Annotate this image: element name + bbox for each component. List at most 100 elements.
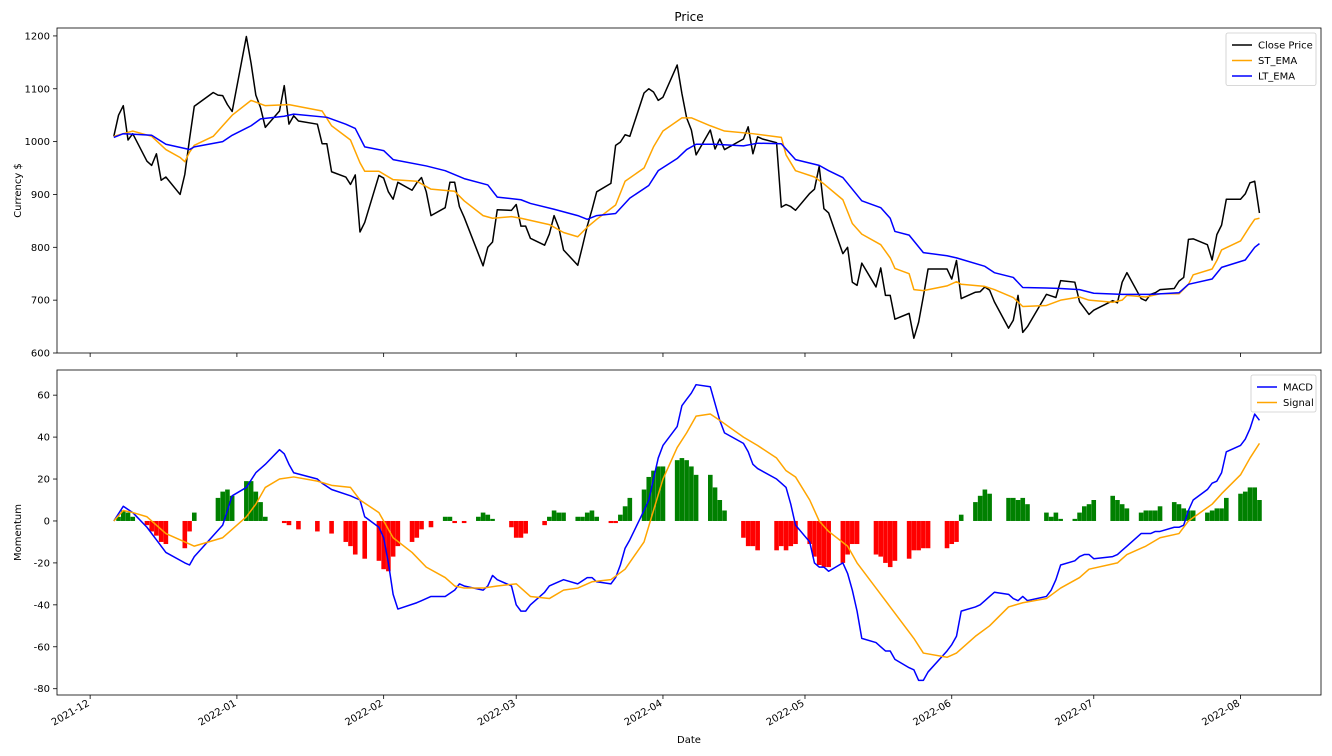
histogram-bar	[1115, 500, 1120, 521]
plot-area	[113, 35, 1261, 339]
histogram-bar	[717, 500, 723, 521]
y-tick-label: 0	[44, 516, 50, 527]
histogram-bar	[679, 458, 685, 521]
histogram-bar	[551, 510, 557, 521]
histogram-bar	[845, 520, 850, 555]
histogram-bar	[887, 520, 893, 568]
y-tick-label: -40	[34, 600, 50, 611]
y-tick-label: 40	[37, 433, 50, 444]
series-line-st-ema	[113, 99, 1260, 308]
histogram-bar	[944, 520, 950, 549]
histogram-bar	[296, 520, 301, 530]
histogram-bar	[684, 460, 689, 521]
histogram-bar	[556, 512, 562, 521]
histogram-bar	[906, 520, 912, 559]
histogram-bar	[1072, 518, 1078, 521]
histogram-bar	[518, 520, 524, 538]
histogram-bar	[1186, 510, 1191, 521]
histogram-bar	[414, 520, 420, 538]
y-tick-label: 1200	[25, 31, 50, 42]
histogram-bar	[1214, 508, 1220, 521]
histogram-bar	[1205, 512, 1210, 521]
histogram-bar	[774, 520, 779, 551]
histogram-bar	[878, 520, 884, 557]
histogram-bar	[263, 516, 268, 521]
histogram-bar	[982, 489, 988, 521]
histogram-bar	[1048, 516, 1054, 521]
histogram-bar	[580, 516, 585, 521]
histogram-bar	[244, 481, 249, 521]
histogram-bar	[1247, 487, 1253, 521]
histogram-bar	[182, 520, 188, 549]
y-tick-label: 900	[31, 190, 50, 201]
histogram-bar	[793, 520, 798, 545]
histogram-bar	[513, 520, 519, 538]
legend: Close Price ST_EMA LT_EMA	[1225, 32, 1317, 86]
histogram-bar	[1143, 510, 1149, 521]
histogram-bar	[1224, 497, 1229, 521]
histogram-bar	[812, 520, 817, 557]
histogram-bar	[130, 516, 136, 521]
histogram-bar	[381, 520, 386, 570]
histogram-bar	[419, 520, 424, 530]
histogram-bar	[281, 520, 287, 524]
legend-label-macd: MACD	[1283, 383, 1313, 394]
histogram-bar	[1058, 518, 1063, 521]
histogram-bar	[1020, 497, 1026, 521]
histogram-bar	[916, 520, 921, 551]
histogram-bar	[651, 470, 656, 521]
histogram-bar	[821, 520, 827, 568]
axes-frame	[56, 369, 1322, 696]
histogram-bar	[689, 466, 694, 521]
y-tick-label: 800	[31, 243, 50, 254]
x-axis-label: Date	[677, 735, 701, 746]
histogram-bar	[1010, 497, 1016, 521]
histogram-bar	[1153, 510, 1158, 521]
y-axis-label: Momentum	[13, 504, 24, 561]
histogram-bar	[215, 497, 221, 521]
histogram-bar	[1044, 512, 1049, 521]
histogram-bar	[362, 520, 368, 559]
legend: MACD Signal	[1250, 374, 1317, 413]
histogram-bar	[461, 520, 467, 524]
y-tick-label: -20	[34, 558, 50, 569]
histogram-bar	[816, 520, 822, 565]
histogram-bar	[674, 460, 680, 521]
histogram-bar	[225, 489, 230, 521]
histogram-bar	[509, 520, 514, 528]
series-line-lt-ema	[113, 113, 1260, 296]
y-tick-label: -80	[34, 684, 50, 695]
histogram-bar	[144, 520, 150, 526]
histogram-bar	[750, 520, 756, 547]
histogram-bar	[575, 516, 581, 521]
histogram-bar	[452, 520, 457, 524]
histogram-bar	[693, 474, 699, 521]
histogram-bar	[154, 520, 159, 536]
y-axis-label: Currency $	[13, 163, 24, 218]
histogram-bar	[348, 520, 353, 547]
histogram-bar	[163, 520, 169, 545]
histogram-bar	[1171, 502, 1177, 521]
histogram-bar	[390, 520, 396, 557]
histogram-bar	[1082, 506, 1087, 521]
histogram-bar	[641, 489, 647, 521]
histogram-bar	[476, 516, 481, 521]
histogram-bar	[258, 502, 263, 521]
histogram-bar	[1110, 495, 1115, 521]
histogram-bar	[1252, 487, 1258, 521]
histogram-bar	[1091, 500, 1097, 521]
histogram-bar	[1124, 508, 1130, 521]
histogram-bar	[125, 512, 131, 521]
histogram-bar	[547, 516, 552, 521]
histogram-bar	[608, 520, 614, 524]
chart-title: Price	[674, 10, 703, 24]
histogram-bar	[618, 514, 623, 521]
histogram-bar	[187, 520, 192, 532]
histogram-bar	[442, 516, 448, 521]
histogram-bar	[708, 474, 713, 521]
histogram-bar	[158, 520, 164, 542]
histogram-bar	[490, 518, 495, 521]
histogram-bar	[1086, 504, 1092, 521]
histogram-bar	[807, 520, 813, 545]
